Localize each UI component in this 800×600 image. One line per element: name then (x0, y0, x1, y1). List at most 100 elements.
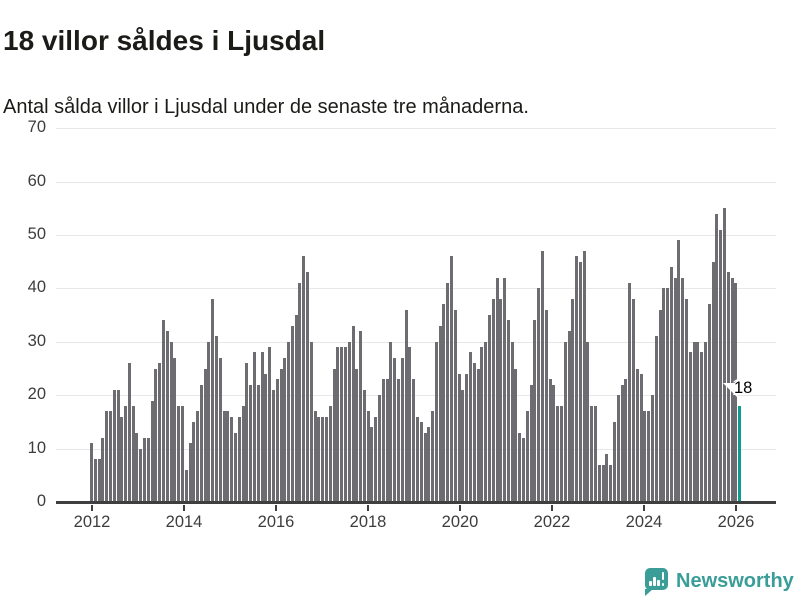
bar-month (347, 341, 351, 502)
bar-month (90, 443, 93, 502)
bar-month (548, 379, 552, 502)
y-tick-label: 30 (27, 331, 46, 350)
bar-month (241, 405, 245, 502)
bar-month (355, 368, 359, 502)
bar-month (389, 341, 393, 502)
bar-month (108, 411, 112, 502)
x-tick (459, 504, 461, 511)
gridline (56, 288, 776, 290)
bar-month (249, 384, 253, 502)
bar-month (378, 395, 382, 502)
bar-month (654, 336, 658, 502)
bar-month (97, 459, 101, 502)
x-tick (91, 504, 93, 511)
bar-month (669, 267, 673, 502)
bar-month (616, 395, 620, 502)
bar-month (279, 368, 283, 502)
bar-month (283, 357, 287, 502)
x-tick-label: 2016 (257, 513, 295, 531)
gridline (56, 128, 776, 130)
bar-month (196, 411, 200, 502)
newsworthy-pin-icon (645, 568, 668, 590)
bar-month (722, 208, 726, 502)
bar-month (226, 411, 230, 502)
bar-month (180, 405, 184, 502)
bar-month (476, 368, 480, 502)
bar-month (105, 411, 109, 502)
bar-month (150, 400, 154, 502)
brand-name: Newsworthy (676, 570, 794, 592)
bar-month (620, 384, 624, 502)
bar-month (234, 432, 238, 502)
bar-month (688, 352, 692, 502)
bar-month (658, 309, 662, 502)
x-tick-label: 2026 (717, 513, 755, 531)
bar-month (328, 405, 332, 502)
x-tick (643, 504, 645, 511)
bar-month (692, 341, 696, 502)
bar-month (506, 320, 510, 502)
bar-month (491, 299, 495, 502)
bar-month (700, 352, 704, 502)
bar-current-period (738, 405, 742, 502)
bar-month (544, 309, 548, 502)
bar-month (309, 341, 313, 502)
x-tick (551, 504, 553, 511)
bar-month (415, 416, 419, 502)
bar-month (510, 341, 514, 502)
bar-month (609, 464, 613, 502)
bar-month (256, 384, 260, 502)
bar-month (685, 299, 689, 502)
bar-month (628, 283, 632, 502)
bar-month (374, 416, 378, 502)
bar-month (438, 325, 442, 502)
bar-month (343, 347, 347, 502)
bar-month (131, 405, 135, 502)
bar-month (332, 368, 336, 502)
bar-month (643, 411, 647, 502)
x-tick-label: 2024 (625, 513, 663, 531)
bar-month (302, 256, 306, 502)
page-title: 18 villor såldes i Ljusdal (3, 24, 326, 56)
bar-month (533, 320, 537, 502)
bar-month (578, 261, 582, 502)
bar-month (252, 352, 256, 502)
bar-month (165, 331, 169, 502)
bar-month (715, 213, 719, 502)
bar-month (605, 453, 609, 502)
bar-month (135, 432, 139, 502)
y-tick-label: 40 (27, 278, 46, 297)
bar-month (442, 304, 446, 502)
bar-month (366, 411, 370, 502)
annotation-pointer (723, 383, 737, 397)
bar-month (453, 309, 457, 502)
y-tick-label: 60 (27, 171, 46, 190)
bar-month (457, 373, 461, 502)
bar-month (419, 421, 423, 502)
bar-month (487, 315, 491, 502)
bar-month (260, 352, 264, 502)
bar-month (631, 299, 635, 502)
bar-month (112, 389, 116, 502)
bar-month (199, 384, 203, 502)
y-tick-label: 20 (27, 385, 46, 404)
bar-month (495, 277, 499, 502)
bar-month (230, 416, 234, 502)
bar-month (480, 347, 484, 502)
y-tick-label: 70 (27, 118, 46, 137)
bar-month (552, 384, 556, 502)
x-axis-line (56, 501, 776, 504)
bar-month (586, 341, 590, 502)
bar-month (211, 299, 215, 502)
bar-month (431, 411, 435, 502)
y-tick-label: 10 (27, 438, 46, 457)
bar-month (306, 272, 310, 502)
bar-month (154, 368, 158, 502)
bar-month (472, 363, 476, 502)
bar-month (146, 437, 150, 502)
bar-month (336, 347, 340, 502)
bar-month (93, 459, 97, 502)
bar-month (650, 395, 654, 502)
bar-month (662, 288, 666, 502)
